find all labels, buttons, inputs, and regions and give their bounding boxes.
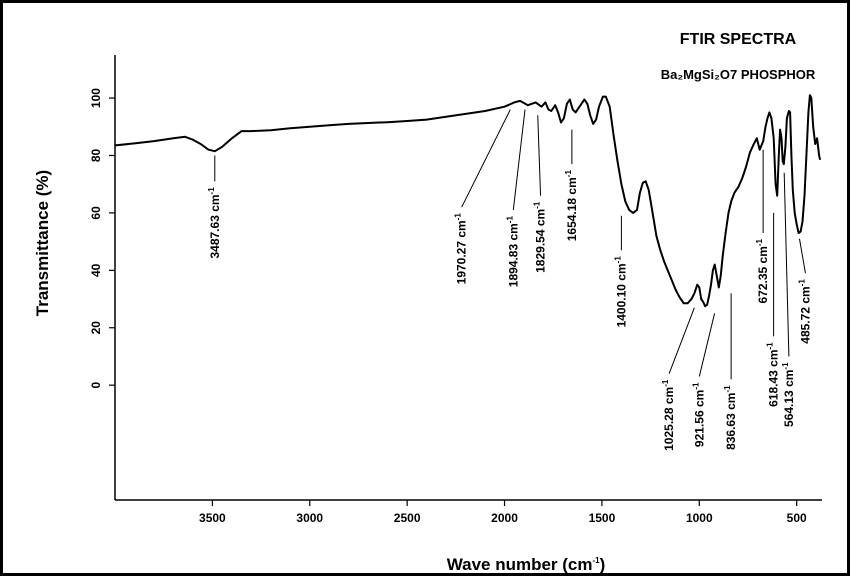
x-tick-label: 2000 [491, 511, 518, 525]
x-ticks: 3500 3000 2500 2000 1500 1000 500 [199, 500, 807, 525]
peak-label: 564.13 cm-1 [781, 362, 796, 427]
peak-label: 836.63 cm-1 [723, 385, 738, 450]
peak-label: 1400.10 cm-1 [613, 256, 628, 328]
peak-label: 3487.63 cm-1 [207, 187, 222, 259]
peak-leader-line [537, 115, 542, 196]
x-axis-title-end: ) [600, 555, 606, 574]
peak-leader-line [783, 172, 790, 357]
axes [114, 55, 822, 501]
y-tick-label: 80 [89, 148, 103, 162]
chart-title: FTIR SPECTRA [680, 31, 797, 48]
peak-label: 921.56 cm-1 [691, 382, 706, 447]
peak-label: 1894.83 cm-1 [505, 215, 520, 287]
x-axis-title-sup: -1 [593, 556, 601, 565]
x-axis-title: Wave number (cm-1) [447, 555, 606, 574]
peak-label: 1654.18 cm-1 [564, 170, 579, 242]
x-tick-label: 500 [787, 511, 807, 525]
y-tick-label: 20 [89, 321, 103, 335]
peak-annotations: 3487.63 cm-1 1970.27 cm-1 1894.83 cm-1 1829… [207, 109, 812, 451]
y-tick-label: 60 [89, 206, 103, 220]
peak-label: 1025.28 cm-1 [661, 379, 676, 451]
y-ticks: 0 20 40 60 80 100 [89, 88, 115, 389]
x-tick-label: 2500 [394, 511, 421, 525]
peak-label: 485.72 cm-1 [797, 279, 812, 344]
x-tick-label: 3500 [199, 511, 226, 525]
peak-leader-line [698, 313, 716, 377]
y-tick-label: 0 [89, 382, 103, 389]
peak-leader-line [461, 109, 511, 208]
y-tick-label: 40 [89, 263, 103, 277]
x-axis-title-text: Wave number (cm [447, 555, 593, 574]
peak-label: 1829.54 cm-1 [533, 201, 548, 273]
chart-subtitle: Ba₂MgSi₂O7 PHOSPHOR [661, 67, 816, 82]
x-tick-label: 3000 [296, 511, 323, 525]
peak-leader-line [668, 307, 695, 374]
peak-label: 618.43 cm-1 [766, 342, 781, 407]
x-tick-label: 1000 [686, 511, 713, 525]
peak-label: 1970.27 cm-1 [454, 213, 469, 285]
y-axis-title: Transmittance (%) [33, 170, 52, 316]
x-tick-label: 1500 [589, 511, 616, 525]
peak-leader-line [512, 109, 526, 211]
peak-label: 672.35 cm-1 [755, 238, 770, 303]
peak-leader-line [798, 238, 806, 274]
y-tick-label: 100 [89, 88, 103, 108]
spectrum-line [114, 94, 822, 308]
